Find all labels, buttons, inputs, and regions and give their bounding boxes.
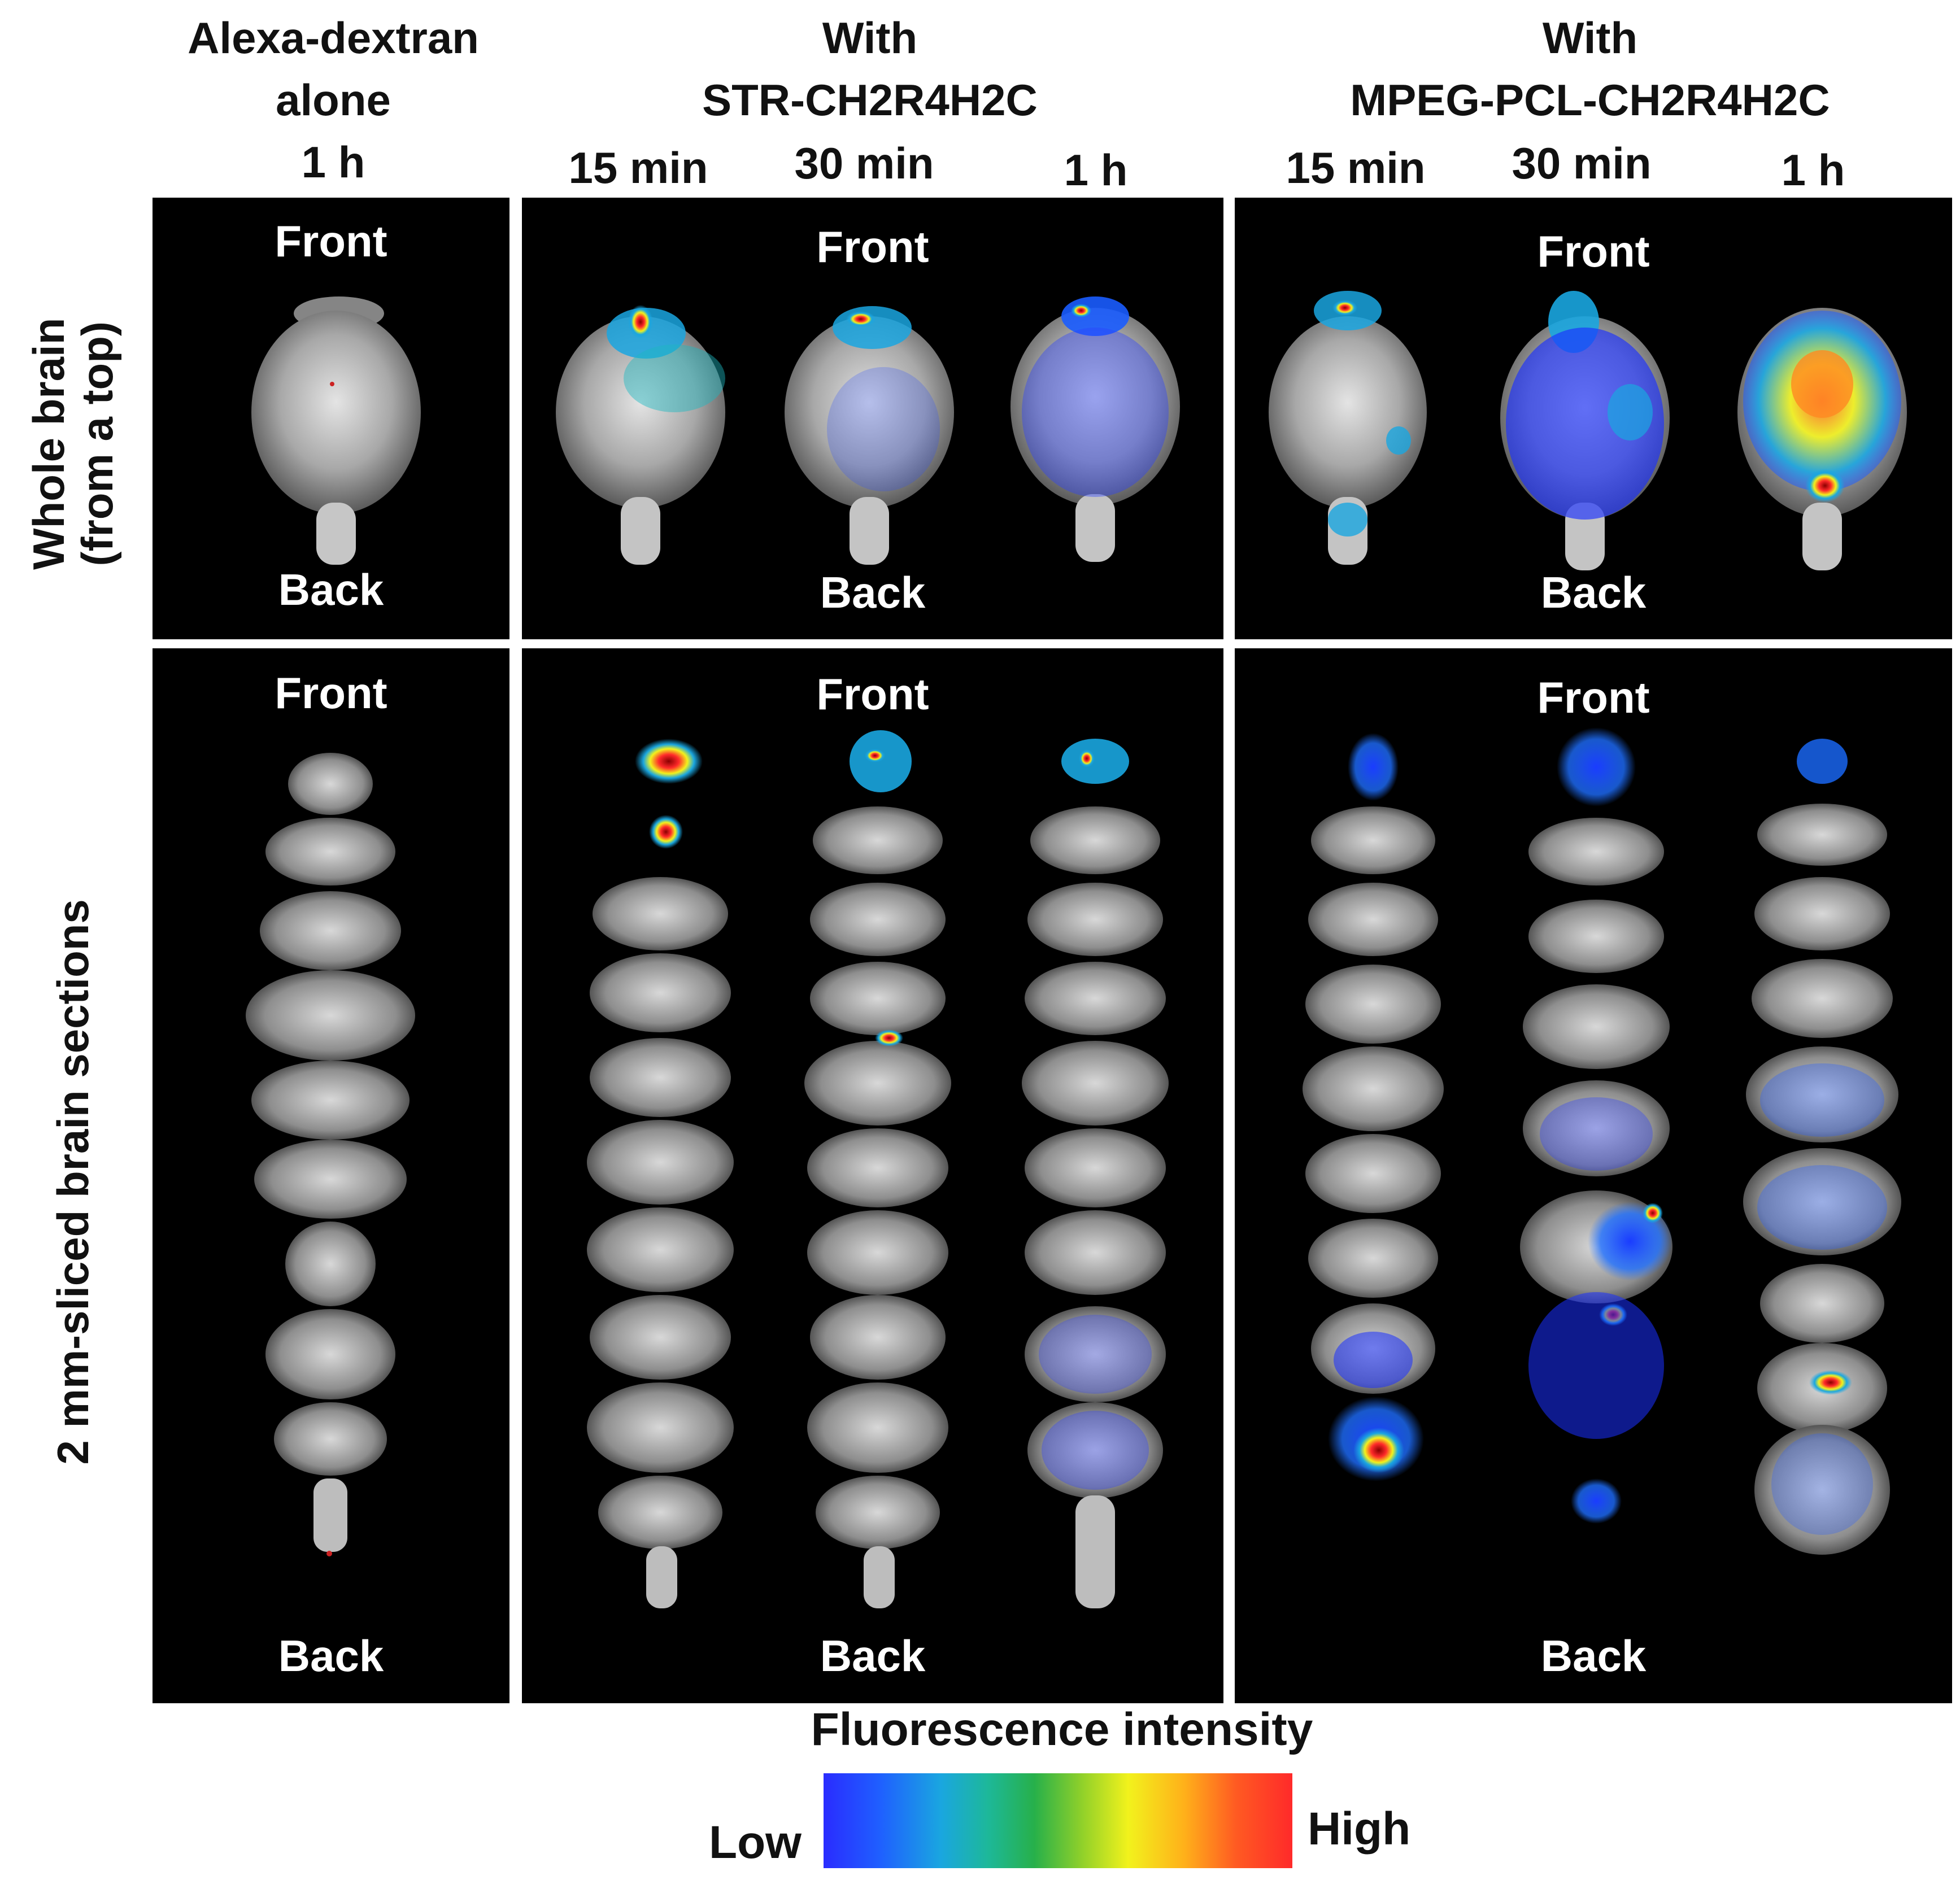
panel-back-label: Back <box>278 565 384 614</box>
panel-whole-mpeg: Front Back <box>1235 198 1952 639</box>
row-label-sliced-sections: 2 mm-sliced brain sections <box>48 899 98 1465</box>
brains-whole-mpeg <box>1269 291 1907 570</box>
header-alexa-line2: alone <box>276 75 391 125</box>
row-label-whole-brain: Whole brain (from a top) <box>24 218 122 670</box>
header-mpeg-time-1h: 1 h <box>1781 145 1845 195</box>
brain-whole-str-30min <box>785 306 954 565</box>
brain-whole-alexa-1h <box>251 296 421 565</box>
brain-whole-str-1h <box>1011 296 1180 562</box>
slices-mpeg-1h <box>1743 739 1901 1555</box>
colorbar-gradient <box>824 1773 1292 1868</box>
brains-whole-str <box>556 296 1180 565</box>
header-str-line1: With <box>822 13 918 63</box>
colorbar-title: Fluorescence intensity <box>811 1704 1313 1755</box>
panel-whole-alexa: Front Back <box>153 198 509 639</box>
panel-front-label: Front <box>816 222 929 272</box>
panel-back-label: Back <box>820 1631 926 1681</box>
header-str-line2: STR-CH2R4H2C <box>702 75 1038 125</box>
header-mpeg-time-30min: 30 min <box>1512 138 1652 188</box>
header-mpeg-line1: With <box>1542 13 1638 63</box>
slices-alexa-1h <box>246 753 415 1556</box>
slices-str <box>587 730 1169 1608</box>
panel-front-label: Front <box>275 668 387 718</box>
header-mpeg-time-15min: 15 min <box>1286 143 1426 193</box>
panel-front-label: Front <box>275 216 387 266</box>
colorbar-high-label: High <box>1308 1803 1411 1855</box>
panel-front-label: Front <box>816 669 929 719</box>
slices-str-30min <box>804 730 951 1608</box>
slices-str-15min <box>587 739 734 1608</box>
header-alexa-time: 1 h <box>301 137 365 187</box>
panel-front-label: Front <box>1537 226 1650 276</box>
colorbar-low-label: Low <box>709 1817 802 1868</box>
row-label-whole-brain-line1: Whole brain <box>24 317 74 570</box>
panel-back-label: Back <box>820 568 926 617</box>
panel-back-label: Back <box>1540 1631 1647 1681</box>
panel-slices-str: Front Back <box>522 648 1223 1703</box>
row-label-whole-brain-line2: (from a top) <box>72 321 122 566</box>
header-str-time-1h: 1 h <box>1064 145 1128 195</box>
panel-back-label: Back <box>1540 568 1647 617</box>
brain-whole-mpeg-15min <box>1269 291 1427 565</box>
panel-slices-alexa: Front Back <box>153 648 509 1703</box>
header-str-time-15min: 15 min <box>568 143 708 193</box>
header-mpeg-line2: MPEG-PCL-CH2R4H2C <box>1350 75 1830 125</box>
panel-whole-str: Front Back <box>522 198 1223 639</box>
slices-mpeg-30min <box>1520 727 1672 1524</box>
slices-mpeg <box>1303 727 1901 1555</box>
panel-slices-mpeg: Front Back <box>1235 648 1952 1703</box>
panel-back-label: Back <box>278 1631 384 1681</box>
header-alexa-line1: Alexa-dextran <box>188 13 479 63</box>
brain-whole-str-15min <box>556 305 725 565</box>
slices-str-1h <box>1022 739 1169 1608</box>
brain-whole-mpeg-30min <box>1500 291 1670 570</box>
header-str-time-30min: 30 min <box>794 138 934 188</box>
brain-whole-mpeg-1h <box>1737 308 1907 570</box>
panel-front-label: Front <box>1537 673 1650 722</box>
slices-mpeg-15min <box>1303 733 1444 1481</box>
